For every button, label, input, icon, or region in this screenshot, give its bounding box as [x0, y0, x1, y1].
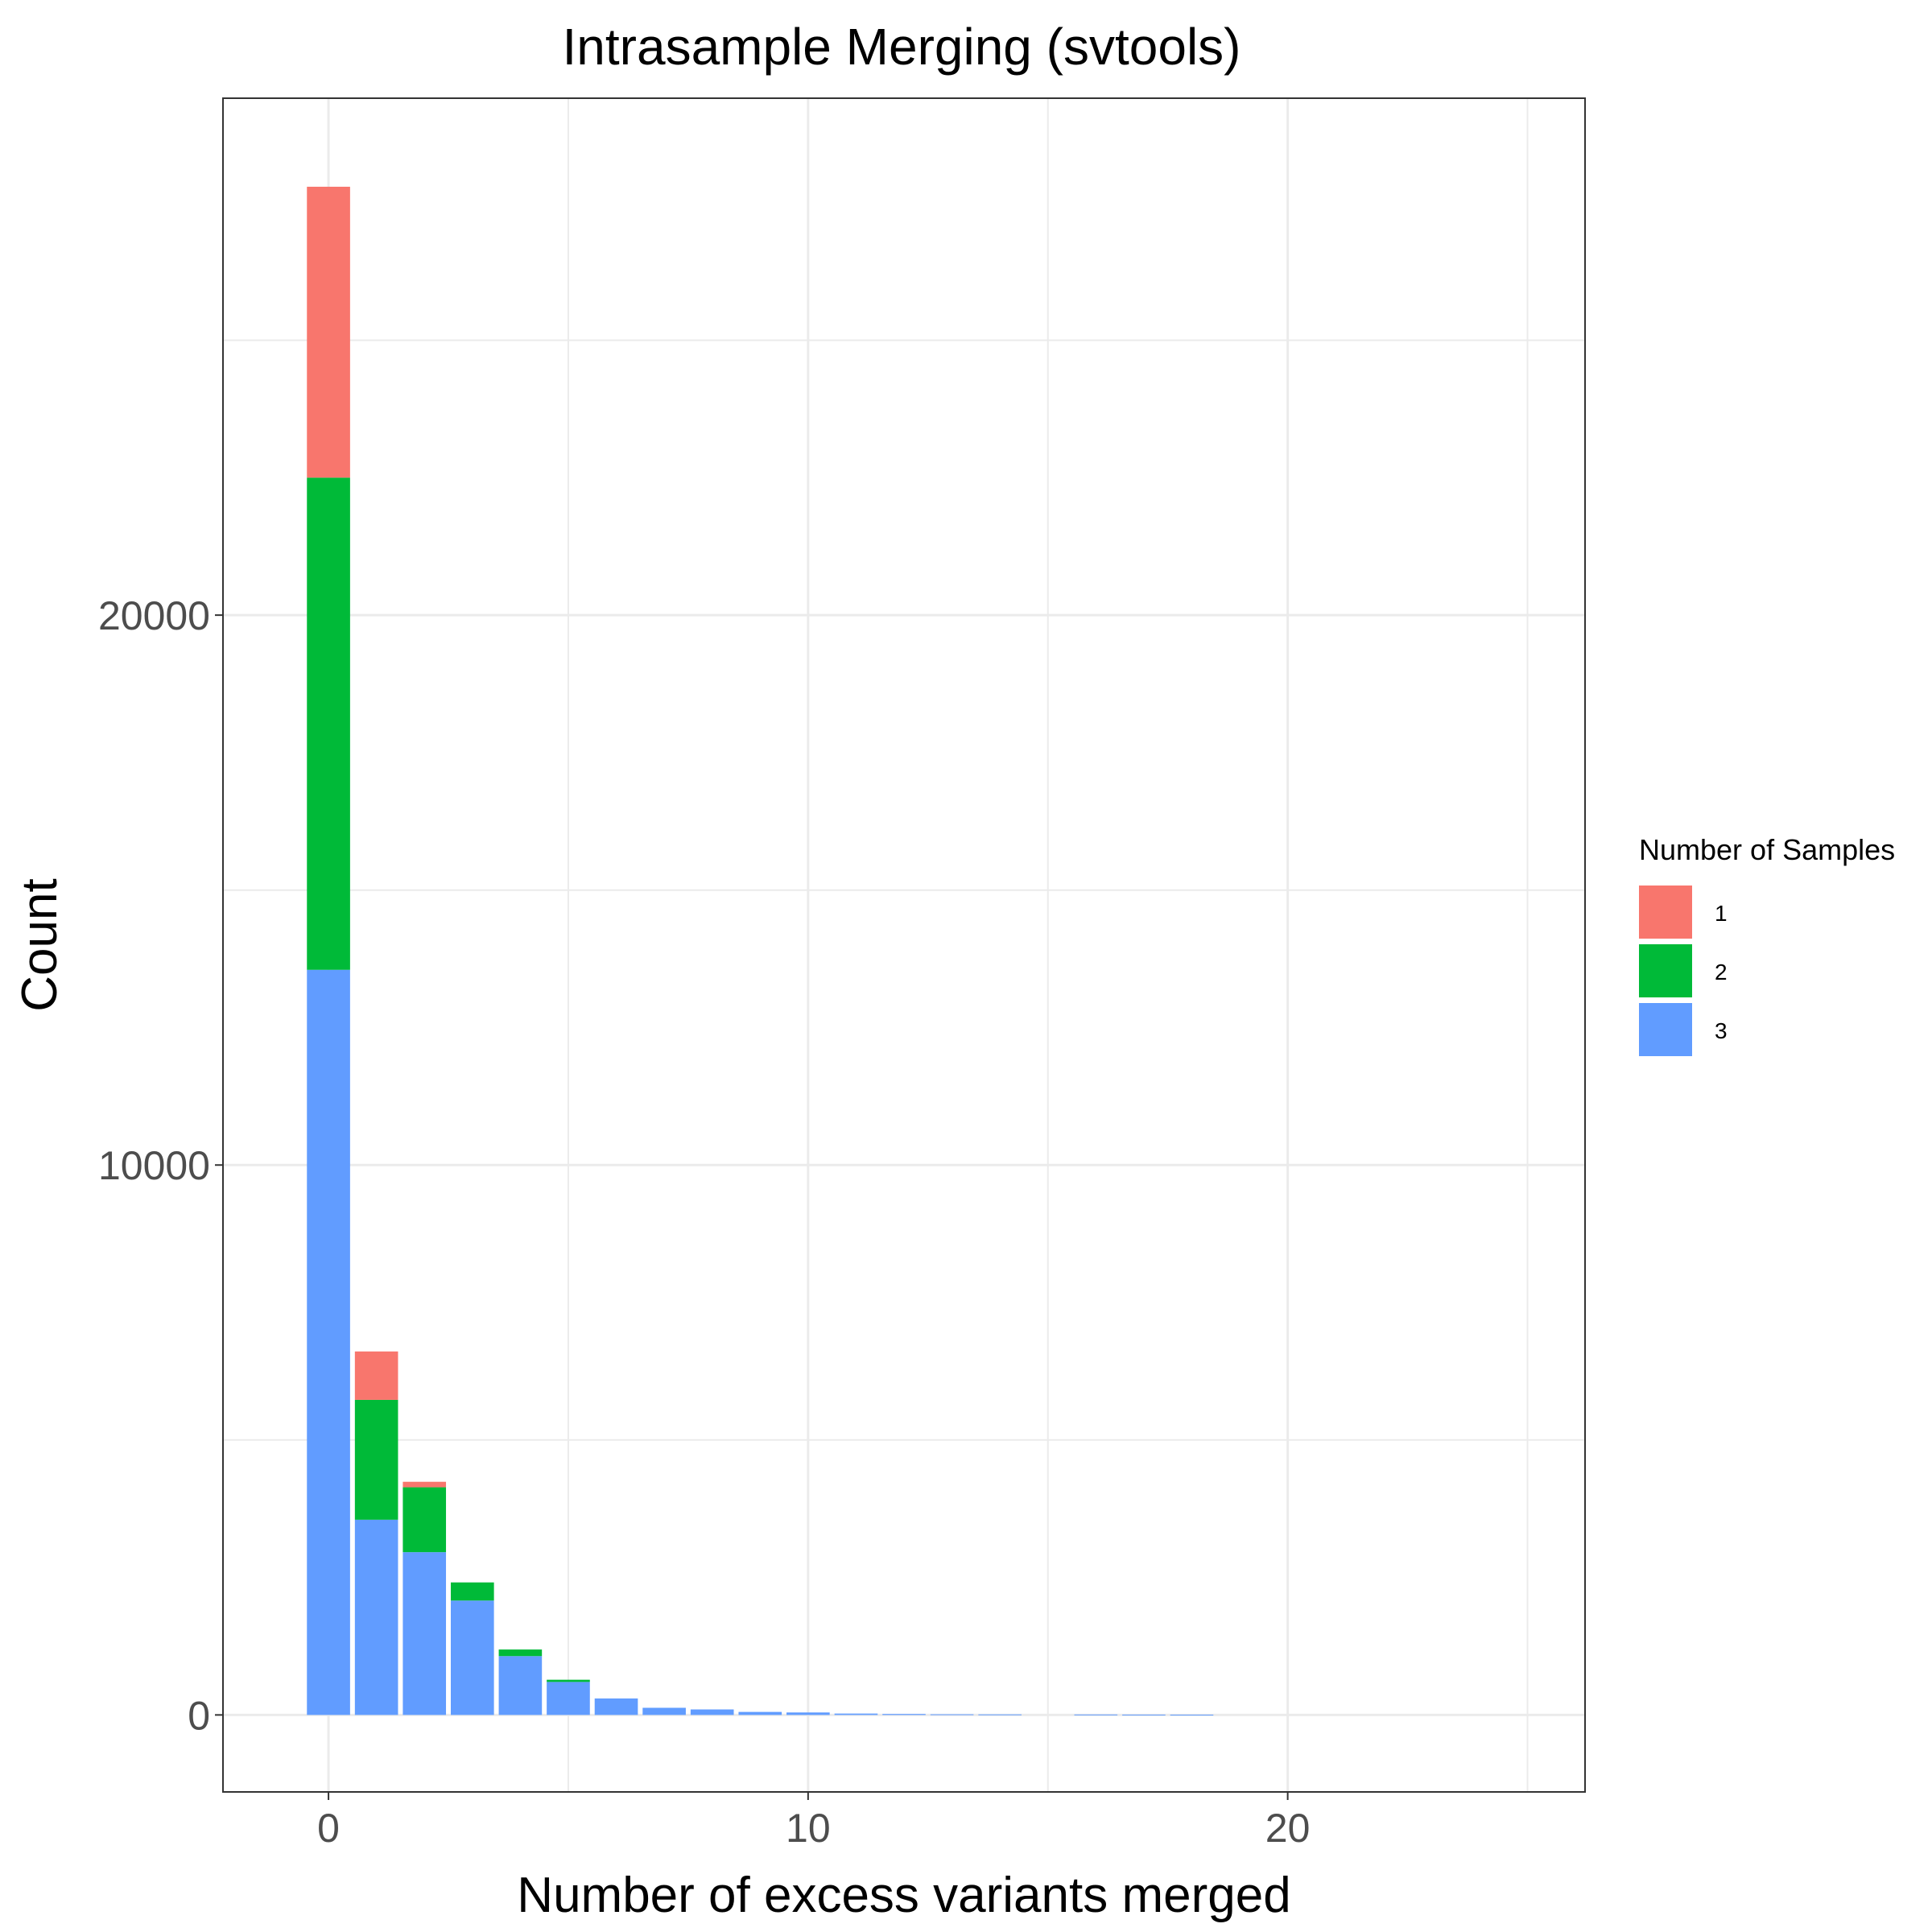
bar-segment-samples-3	[450, 1600, 494, 1715]
y-tick-label: 0	[188, 1693, 210, 1738]
bar-segment-samples-3	[738, 1711, 782, 1715]
x-tick-label: 20	[1265, 1806, 1311, 1851]
bar-segment-samples-2	[498, 1649, 543, 1657]
bar-segment-samples-3	[834, 1713, 878, 1715]
bar-segment-samples-1	[307, 186, 350, 478]
bar-segment-samples-3	[402, 1552, 447, 1715]
bar-segment-samples-1	[402, 1481, 447, 1488]
legend-title: Number of Samples	[1639, 833, 1895, 866]
bar-segment-samples-3	[498, 1656, 543, 1715]
bar-segment-samples-3	[882, 1714, 926, 1715]
x-axis-title: Number of excess variants merged	[517, 1868, 1290, 1923]
plot-border	[222, 97, 1586, 1793]
x-tick-label: 0	[317, 1806, 340, 1851]
y-tick-label: 20000	[98, 593, 210, 638]
bars	[307, 186, 1214, 1716]
bar-segment-samples-2	[354, 1399, 398, 1520]
bar-segment-samples-2	[402, 1487, 447, 1553]
plot-area	[222, 97, 1586, 1793]
legend-label-2: 2	[1715, 960, 1728, 985]
y-axis: 0 10000 20000	[98, 593, 223, 1738]
y-axis-title: Count	[12, 878, 68, 1011]
bar-segment-samples-2	[450, 1582, 494, 1601]
x-tick-label: 10	[786, 1806, 831, 1851]
legend-swatch-2	[1639, 944, 1692, 997]
bar-segment-samples-3	[594, 1698, 638, 1715]
bar-segment-samples-3	[786, 1712, 830, 1715]
legend: Number of Samples 1 2 3	[1639, 833, 1895, 1056]
legend-swatch-1	[1639, 886, 1692, 939]
bar-segment-samples-2	[307, 477, 350, 970]
bar-segment-samples-3	[307, 969, 350, 1715]
bar-segment-samples-3	[642, 1707, 686, 1715]
legend-label-3: 3	[1715, 1018, 1728, 1043]
legend-label-1: 1	[1715, 901, 1728, 926]
legend-swatch-3	[1639, 1003, 1692, 1056]
bar-segment-samples-3	[547, 1682, 590, 1715]
chart-title: Intrasample Merging (svtools)	[563, 18, 1241, 76]
bar-segment-samples-1	[354, 1351, 398, 1400]
plot-background	[223, 98, 1585, 1792]
y-tick-label: 10000	[98, 1143, 210, 1188]
bar-segment-samples-2	[547, 1679, 590, 1682]
legend-items: 1 2 3	[1639, 886, 1728, 1056]
bar-segment-samples-3	[354, 1519, 398, 1715]
bar-segment-samples-3	[690, 1709, 734, 1715]
x-axis: 0 10 20	[317, 1792, 1310, 1851]
